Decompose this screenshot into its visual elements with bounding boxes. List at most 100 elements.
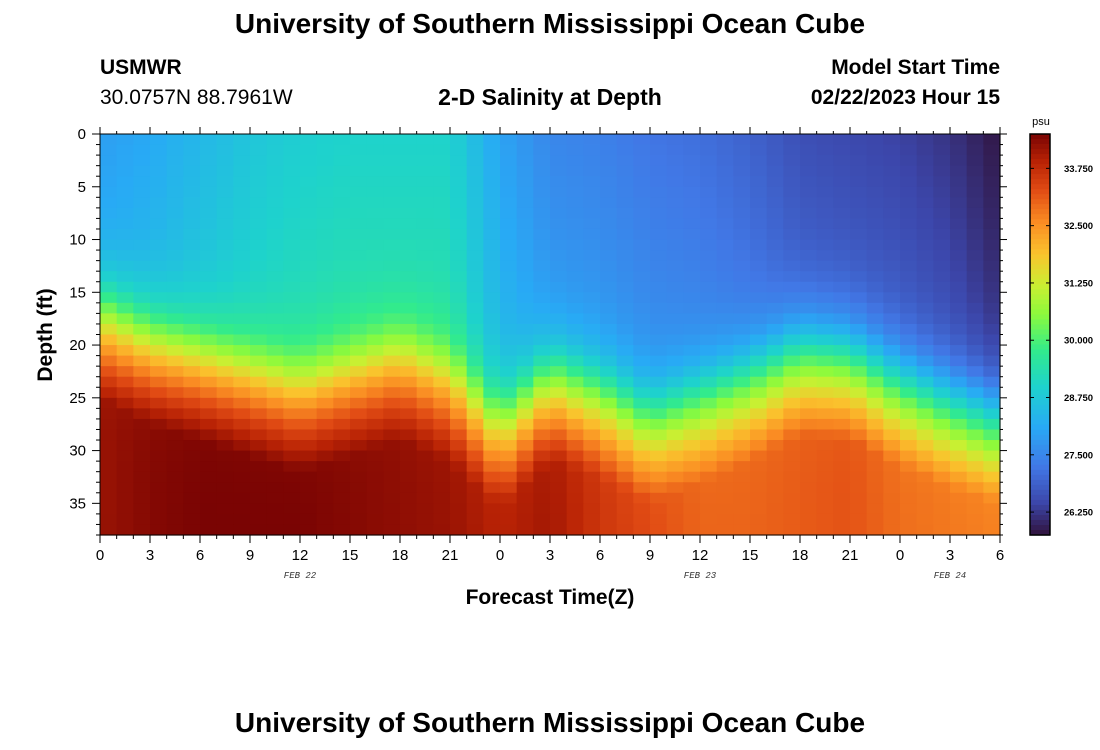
heatmap-cell	[366, 239, 384, 251]
heatmap-cell	[566, 165, 584, 177]
heatmap-cell	[433, 429, 451, 441]
heatmap-cell	[150, 376, 168, 388]
heatmap-cell	[800, 513, 818, 526]
heatmap-cell	[650, 302, 668, 314]
heatmap-cell	[383, 355, 401, 367]
heatmap-cell	[716, 323, 734, 336]
heatmap-cell	[516, 397, 534, 409]
heatmap-cell	[533, 355, 551, 367]
heatmap-cell	[183, 461, 201, 473]
heatmap-cell	[216, 176, 234, 188]
heatmap-cell	[900, 355, 918, 367]
colorbar-segment	[1030, 459, 1050, 466]
heatmap-cell	[750, 302, 768, 314]
heatmap-cell	[916, 503, 934, 515]
y-tick-label: 10	[69, 232, 86, 249]
heatmap-cell	[300, 418, 318, 431]
heatmap-cell	[866, 134, 884, 146]
heatmap-cell	[833, 281, 851, 293]
heatmap-cell	[266, 461, 284, 473]
heatmap-cell	[583, 345, 601, 357]
heatmap-cell	[133, 482, 151, 494]
heatmap-cell	[850, 155, 868, 167]
heatmap-cell	[833, 186, 851, 198]
heatmap-cell	[650, 313, 668, 325]
heatmap-cell	[666, 218, 684, 230]
heatmap-cell	[883, 186, 901, 198]
heatmap-cell	[233, 155, 251, 167]
heatmap-cell	[333, 408, 351, 420]
heatmap-cell	[433, 250, 451, 262]
heatmap-cell	[250, 250, 268, 262]
heatmap-cell	[300, 228, 318, 241]
heatmap-cell	[233, 397, 251, 409]
heatmap-cell	[433, 313, 451, 325]
heatmap-cell	[550, 387, 568, 399]
heatmap-cell	[716, 418, 734, 431]
heatmap-cell	[216, 260, 234, 272]
heatmap-cell	[250, 323, 268, 336]
heatmap-cell	[500, 355, 518, 367]
heatmap-cell	[633, 334, 651, 346]
heatmap-cell	[283, 207, 301, 220]
heatmap-cell	[200, 408, 218, 420]
heatmap-cell	[933, 323, 951, 336]
heatmap-cell	[483, 228, 501, 241]
heatmap-cell	[750, 134, 768, 146]
heatmap-cell	[400, 302, 418, 314]
heatmap-cell	[900, 376, 918, 388]
colorbar-segment	[1030, 189, 1050, 195]
heatmap-cell	[966, 207, 984, 220]
heatmap-cell	[950, 334, 968, 346]
heatmap-cell	[400, 450, 418, 462]
heatmap-cell	[700, 228, 718, 241]
colorbar-frame	[1029, 133, 1051, 536]
heatmap-cell	[250, 281, 268, 293]
heatmap-cell	[600, 197, 618, 209]
heatmap-cell	[550, 176, 568, 188]
heatmap-cell	[800, 366, 818, 378]
heatmap-cell	[666, 397, 684, 409]
heatmap-cell	[400, 461, 418, 473]
heatmap-cell	[150, 228, 168, 241]
heatmap-cell	[350, 197, 368, 209]
heatmap-cell	[216, 429, 234, 441]
heatmap-cell	[600, 345, 618, 357]
heatmap-cell	[400, 440, 418, 452]
heatmap-cell	[400, 471, 418, 483]
heatmap-cell	[516, 418, 534, 431]
heatmap-cell	[250, 387, 268, 399]
heatmap-cell	[466, 440, 484, 452]
heatmap-cell	[416, 323, 434, 336]
heatmap-cell	[516, 197, 534, 209]
heatmap-cell	[750, 513, 768, 526]
heatmap-cell	[566, 186, 584, 198]
heatmap-cell	[716, 218, 734, 230]
heatmap-cell	[866, 228, 884, 241]
heatmap-cell	[116, 323, 134, 336]
heatmap-cell	[500, 397, 518, 409]
heatmap-cell	[616, 218, 634, 230]
heatmap-cell	[116, 155, 134, 167]
heatmap-cell	[266, 260, 284, 272]
heatmap-cell	[883, 408, 901, 420]
heatmap-cell	[716, 271, 734, 283]
heatmap-cell	[450, 197, 468, 209]
heatmap-cell	[600, 524, 618, 536]
heatmap-cell	[150, 513, 168, 526]
heatmap-cell	[333, 471, 351, 483]
heatmap-cell	[200, 524, 218, 536]
heatmap-cell	[883, 228, 901, 241]
heatmap-cell	[133, 366, 151, 378]
heatmap-cell	[150, 471, 168, 483]
heatmap-cell	[716, 165, 734, 177]
heatmap-cell	[250, 144, 268, 156]
heatmap-cell	[500, 376, 518, 388]
heatmap-cell	[366, 260, 384, 272]
heatmap-cell	[533, 492, 551, 504]
heatmap-cell	[616, 292, 634, 304]
heatmap-cell	[433, 334, 451, 346]
heatmap-cell	[916, 155, 934, 167]
heatmap-cell	[250, 197, 268, 209]
heatmap-cell	[600, 228, 618, 241]
